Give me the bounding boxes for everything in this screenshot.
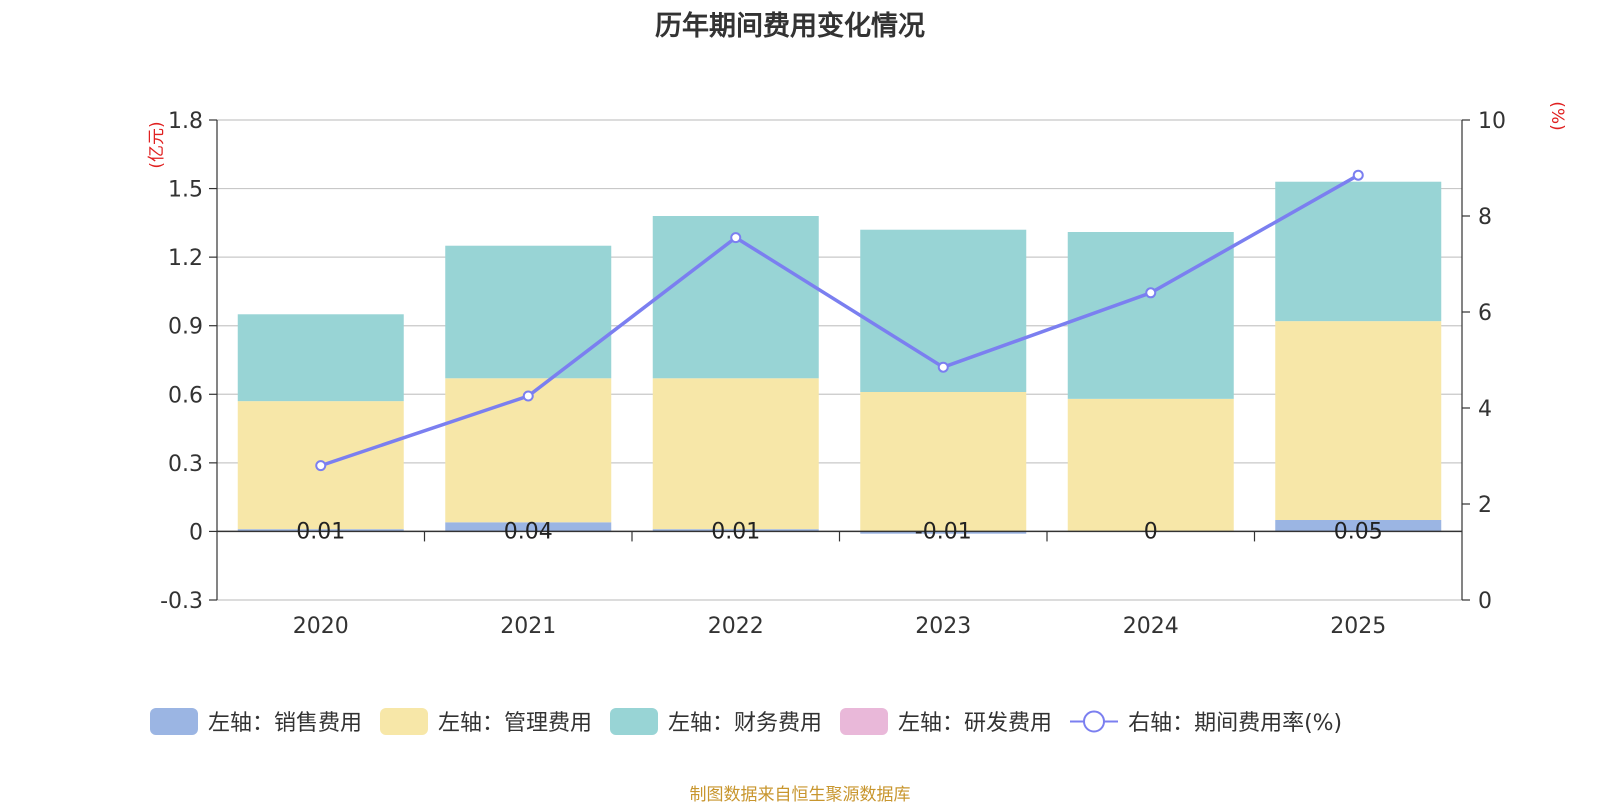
- bar-admin-2021: [445, 378, 612, 523]
- x-tick-label: 2022: [708, 614, 764, 639]
- data-label-sales-2025: 0.05: [1334, 519, 1383, 544]
- bar-layer: [237, 181, 1442, 534]
- data-label-sales-2022: 0.01: [711, 519, 760, 544]
- data-label-sales-2021: 0.04: [504, 519, 553, 544]
- right-tick-label: 10: [1478, 109, 1506, 134]
- left-tick-label: 0.9: [168, 315, 203, 340]
- right-tick-label: 8: [1478, 205, 1492, 230]
- data-label-sales-2024: 0: [1144, 519, 1158, 544]
- rate-point-2024: [1145, 287, 1157, 299]
- chart-canvas: -0.3 0 0.3 0.6 0.9 1.2 1.5 1.8 0 2 4 6 8 10 2020 2021 20…: [147, 101, 1567, 639]
- legend-label-rate: 右轴：期间费用率(%): [1128, 711, 1343, 736]
- source-note: 制图数据来自恒生聚源数据库: [689, 785, 911, 805]
- legend-item-sales[interactable]: 左轴：销售费用: [150, 705, 362, 737]
- legend-line-icon: [1070, 710, 1119, 732]
- bar-finance-2025: [1275, 181, 1442, 322]
- left-tick-label: 1.5: [168, 178, 203, 203]
- rate-point-2020: [315, 460, 327, 472]
- bar-admin-2025: [1275, 321, 1442, 520]
- x-tick-label: 2025: [1330, 614, 1386, 639]
- legend-item-finance[interactable]: 左轴：财务费用: [610, 705, 822, 737]
- right-tick-label: 4: [1478, 397, 1492, 422]
- right-tick-label: 0: [1478, 589, 1492, 614]
- right-tick-label: 6: [1478, 301, 1492, 326]
- left-tick-label: 0: [189, 520, 203, 545]
- legend-item-rate[interactable]: 右轴：期间费用率(%): [1070, 705, 1342, 737]
- x-tick-label: 2024: [1123, 614, 1179, 639]
- right-axis-unit: (%): [1547, 101, 1567, 130]
- bar-sales-2021: [445, 522, 612, 532]
- bar-admin-2023: [860, 392, 1027, 532]
- rate-point-2022: [730, 232, 742, 244]
- data-label-sales-2020: 0.01: [296, 519, 345, 544]
- legend-swatch-finance: [610, 707, 659, 735]
- legend-label-rnd: 左轴：研发费用: [898, 711, 1053, 736]
- rate-point-2021: [522, 390, 534, 402]
- rate-line: [320, 173, 1360, 468]
- left-tick-label: 1.2: [168, 246, 203, 271]
- x-tick-label: 2023: [915, 614, 971, 639]
- bar-finance-2021: [445, 245, 612, 379]
- left-tick-label: -0.3: [160, 589, 203, 614]
- legend[interactable]: 左轴：销售费用 左轴：管理费用 左轴：财务费用 左轴：研发费用 右轴：期间费用率…: [150, 703, 1360, 739]
- legend-label-finance: 左轴：财务费用: [668, 711, 823, 736]
- legend-item-rnd[interactable]: 左轴：研发费用: [840, 705, 1052, 737]
- bar-finance-2020: [237, 314, 404, 402]
- bar-sales-2020: [237, 529, 404, 532]
- data-labels: 0.01 0.04 0.01 -0.01 0 0.05: [296, 519, 1382, 544]
- rate-point-2023: [937, 361, 949, 373]
- bar-sales-2022: [652, 529, 819, 532]
- left-tick-label: 1.8: [168, 109, 203, 134]
- bar-sales-2023: [860, 531, 1027, 534]
- right-tick-label: 2: [1478, 493, 1492, 518]
- chart-title: 历年期间费用变化情况: [655, 11, 925, 42]
- x-tick-label: 2021: [500, 614, 556, 639]
- rate-point-2025: [1352, 169, 1364, 181]
- legend-swatch-sales: [150, 707, 198, 735]
- legend-swatch-admin: [380, 707, 429, 735]
- left-axis-unit: (亿元): [147, 121, 167, 168]
- x-tick-label: 2020: [293, 614, 349, 639]
- rate-line-layer: [315, 169, 1364, 472]
- data-label-sales-2023: -0.01: [915, 519, 972, 544]
- bar-sales-2025: [1275, 520, 1442, 532]
- axes: -0.3 0 0.3 0.6 0.9 1.2 1.5 1.8 0 2 4 6 8 10 2020 2021 20…: [147, 101, 1567, 639]
- legend-label-admin: 左轴：管理费用: [438, 711, 593, 736]
- legend-item-admin[interactable]: 左轴：管理费用: [380, 705, 592, 737]
- legend-label-sales: 左轴：销售费用: [208, 711, 363, 736]
- grid-lines: [217, 119, 1462, 601]
- left-tick-label: 0.3: [168, 452, 203, 477]
- bar-admin-2024: [1067, 398, 1234, 532]
- left-tick-label: 0.6: [168, 383, 203, 408]
- bar-admin-2022: [652, 378, 819, 530]
- legend-swatch-rnd: [840, 707, 889, 735]
